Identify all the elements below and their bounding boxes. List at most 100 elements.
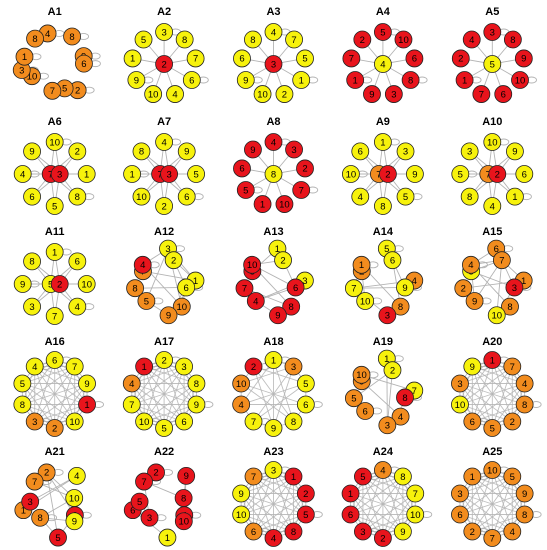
node-circle [13, 395, 32, 414]
node-circle [363, 85, 381, 103]
node: 4 [462, 255, 480, 274]
node-circle [159, 306, 178, 325]
node: 6 [244, 522, 263, 541]
node: 6 [233, 49, 251, 68]
node-label: 6 [390, 255, 395, 266]
node-label: 8 [467, 192, 472, 203]
node-label: 3 [360, 527, 365, 538]
node-label: 2 [385, 169, 390, 180]
node: 10 [172, 297, 191, 316]
node-label: 2 [44, 468, 49, 479]
node-circle [463, 467, 482, 486]
node-label: 3 [385, 311, 390, 322]
node-circle [67, 466, 86, 485]
node-label: 2 [161, 355, 166, 366]
panel-a21: A2124106958137 [14, 446, 92, 547]
node: 10 [511, 71, 529, 89]
node-label: 1 [193, 276, 198, 287]
node-circle [401, 71, 420, 89]
node-label: 5 [302, 54, 307, 65]
node-circle [373, 55, 392, 73]
node-label: 9 [470, 362, 475, 373]
node-label: 6 [75, 257, 80, 268]
node: 3 [451, 484, 469, 503]
node: 10 [394, 30, 413, 49]
node: 6 [341, 505, 360, 524]
node: 5 [296, 505, 315, 524]
node: 2 [373, 529, 392, 547]
node: 3 [378, 416, 397, 435]
node-circle [68, 252, 87, 271]
node: 8 [503, 30, 522, 49]
node: 8 [501, 297, 519, 316]
node: 5 [354, 467, 372, 486]
node-circle [77, 165, 96, 183]
node: 5 [296, 49, 314, 68]
node-label: 6 [303, 400, 308, 411]
node: 7 [342, 49, 361, 68]
node-label: 3 [512, 283, 517, 294]
node-label: 1 [260, 199, 265, 210]
node: 9 [515, 484, 534, 503]
panel-title: A17 [154, 336, 174, 348]
node-label: 6 [363, 406, 368, 417]
node-label: 1 [271, 355, 276, 366]
node: 10 [144, 85, 163, 103]
node: 1 [373, 133, 392, 151]
node-circle [133, 255, 152, 274]
node-label: 10 [346, 169, 357, 180]
node-label: 1 [380, 137, 385, 148]
node: 9 [393, 522, 412, 541]
node-label: 8 [380, 201, 385, 212]
node-circle [130, 492, 149, 511]
node-circle [253, 195, 272, 213]
node: 6 [494, 85, 513, 103]
node-label: 6 [412, 54, 417, 65]
node-label: 10 [236, 379, 247, 390]
node: 9 [232, 484, 251, 503]
node: 10 [356, 292, 375, 310]
node-label: 6 [501, 89, 506, 100]
node-circle [175, 412, 193, 431]
node-circle [285, 140, 303, 159]
node-circle [503, 522, 522, 541]
node-label: 6 [181, 417, 186, 428]
panel-a9: A9 1 39 5 8 4 106 7 2 [341, 116, 424, 215]
node-circle [135, 412, 154, 431]
panel-a2: A2 3 87 6 4 10 9 15 2 [123, 6, 209, 103]
node-circle [243, 255, 262, 274]
node-circle [285, 30, 303, 49]
node-circle [275, 195, 294, 213]
node-label: 10 [69, 493, 80, 504]
panel-title: A11 [45, 226, 65, 238]
panel-a1: A1489625710318 [12, 6, 101, 100]
node-label: 7 [413, 489, 418, 500]
node-label: 1 [348, 489, 353, 500]
node-circle [65, 412, 84, 431]
node-circle [175, 30, 194, 49]
center-node: 3 [160, 165, 179, 183]
node-circle [462, 30, 481, 49]
node-circle [292, 71, 311, 89]
node-circle [15, 47, 34, 66]
node-label: 3 [161, 27, 166, 38]
node-circle [373, 529, 392, 547]
node-circle [244, 522, 263, 541]
node-label: 1 [165, 533, 170, 544]
node-label: 9 [194, 400, 199, 411]
node: 10 [352, 365, 371, 384]
node: 8 [515, 505, 534, 524]
node-label: 2 [57, 279, 62, 290]
node-label: 2 [153, 468, 158, 479]
node: 10 [275, 195, 294, 213]
node-circle [127, 71, 146, 89]
node-circle [13, 374, 32, 393]
node-label: 1 [462, 75, 467, 86]
node: 7 [244, 467, 263, 486]
node-label: 4 [468, 260, 473, 271]
node-label: 2 [171, 255, 176, 266]
node: 4 [166, 85, 184, 103]
node: 10 [135, 412, 154, 431]
node: 7 [45, 307, 64, 325]
node: 6 [405, 49, 424, 68]
